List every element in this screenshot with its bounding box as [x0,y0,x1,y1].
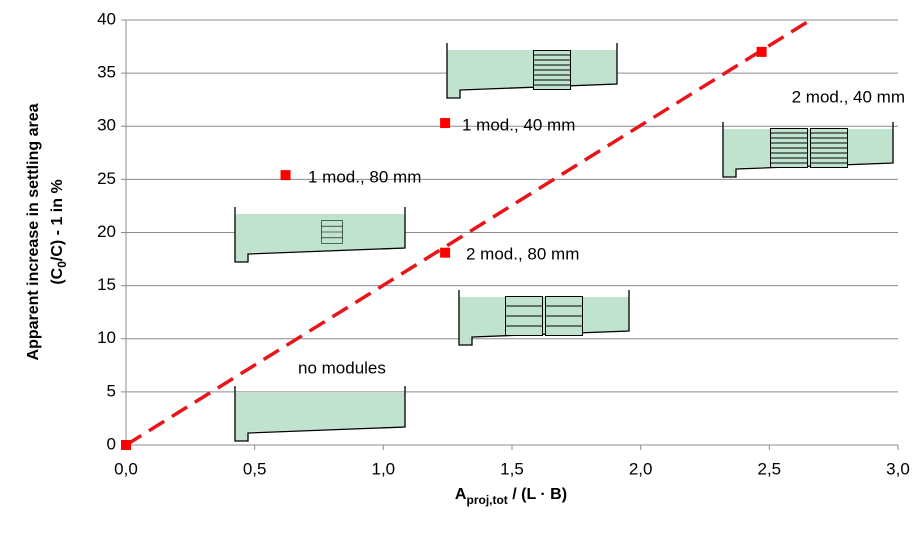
y-tick-label: 35 [97,63,116,82]
data-point [280,170,291,181]
annotation: 2 mod., 40 mm [792,87,905,106]
x-tick-label: 1,5 [500,459,524,478]
y-tick-label: 5 [107,381,116,400]
x-axis-title: Aproj,tot / (L · B) [455,486,567,507]
module [810,129,848,168]
y-axis-title-line2: (C0/C) - 1 in % [49,179,69,284]
data-point [440,247,451,258]
y-axis-title-main: (C [49,267,66,284]
y-tick-label: 15 [97,275,116,294]
mark-layer [121,18,812,450]
x-tick-label: 3,0 [886,459,910,478]
y-tick-label: 40 [97,9,116,28]
data-point [440,118,451,129]
module [545,297,583,336]
y-axis-title-line1: Apparent increase in settling area [25,103,42,360]
tank-1-mod-40 [447,43,617,98]
module [533,51,571,90]
tank-1-mod-80 [235,207,405,262]
annotation: 1 mod., 80 mm [308,167,421,186]
tank-no-modules [235,386,405,441]
y-tick-label: 25 [97,169,116,188]
x-tick-label: 2,0 [629,459,653,478]
y-axis-title-rest: /C) - 1 in % [49,179,66,261]
x-tick-label: 1,0 [372,459,396,478]
module [770,129,808,168]
y-axis-title-sub: 0 [55,261,69,268]
y-tick-label: 0 [107,434,116,453]
x-tick-label: 0,5 [243,459,267,478]
y-tick-label: 30 [97,116,116,135]
annotation: 2 mod., 80 mm [466,244,579,263]
data-point [756,46,767,57]
y-tick-label: 20 [97,222,116,241]
module [321,220,343,244]
x-axis-title-sub: proj,tot [466,493,507,507]
module [505,297,543,336]
data-point [121,440,131,450]
annotation: 1 mod., 40 mm [462,115,575,134]
x-axis-title-rest: / (L · B) [508,486,567,503]
x-tick-label: 0,0 [114,459,138,478]
x-axis-title-main: A [455,486,467,503]
grid-layer [121,19,899,450]
tank-2-mod-80 [459,290,629,345]
y-tick-label: 10 [97,328,116,347]
x-tick-label: 2,5 [758,459,782,478]
annotation: no modules [298,358,386,377]
